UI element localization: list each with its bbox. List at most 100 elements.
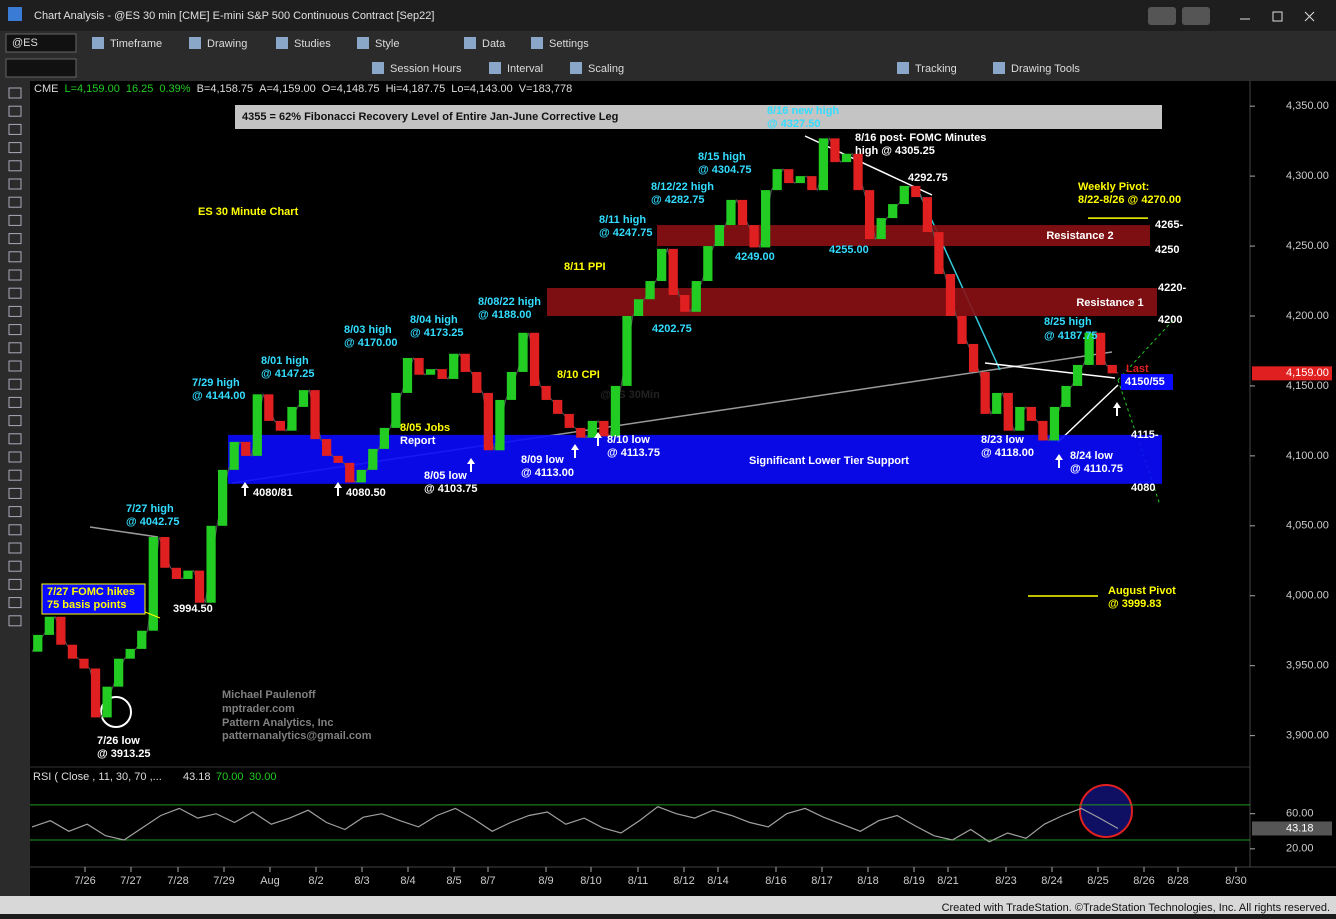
- annotation: @ 4147.25: [261, 368, 315, 380]
- drawing-tool[interactable]: [8, 487, 22, 499]
- drawing-tool[interactable]: [8, 233, 22, 245]
- drawing-tool[interactable]: [8, 433, 22, 445]
- status-item: B=4,158.75: [197, 83, 254, 95]
- candle: [564, 413, 574, 428]
- candle: [414, 357, 424, 375]
- rsi-tick-label: 60.00: [1286, 808, 1314, 820]
- drawing-tool[interactable]: [8, 196, 22, 208]
- drawing-tool[interactable]: [8, 160, 22, 172]
- close-button[interactable]: [1304, 11, 1315, 22]
- annotation: 4080.50: [346, 487, 386, 499]
- toolbar-button[interactable]: Data: [482, 38, 506, 50]
- drawing-tool[interactable]: [8, 324, 22, 336]
- toolbar-button[interactable]: Tracking: [915, 63, 957, 75]
- x-tick-label: 8/19: [903, 875, 924, 887]
- drawing-tool[interactable]: [8, 105, 22, 117]
- drawing-tool[interactable]: [8, 378, 22, 390]
- candle: [599, 420, 609, 437]
- last-price-label: 4,159.00: [1286, 367, 1329, 379]
- drawing-tool[interactable]: [8, 214, 22, 226]
- y-tick-label: 4,050.00: [1286, 520, 1329, 532]
- drawing-tool[interactable]: [8, 269, 22, 281]
- arrow: [241, 482, 249, 496]
- toolbar-icon[interactable]: [464, 37, 476, 49]
- drawing-tool[interactable]: [8, 87, 22, 99]
- zone-high-label: 4265-: [1155, 219, 1183, 231]
- link-button[interactable]: [1148, 7, 1176, 25]
- candle: [44, 616, 54, 635]
- x-tick-label: 8/11: [628, 875, 649, 887]
- drawing-tool[interactable]: [8, 178, 22, 190]
- toolbar-button[interactable]: Scaling: [588, 63, 624, 75]
- toolbar-icon[interactable]: [489, 62, 501, 74]
- x-tick-label: 7/28: [167, 875, 188, 887]
- toolbar-icon[interactable]: [189, 37, 201, 49]
- drawing-tool[interactable]: [8, 251, 22, 263]
- drawing-tool[interactable]: [8, 396, 22, 408]
- toolbar-button[interactable]: Settings: [549, 38, 589, 50]
- candle: [495, 399, 505, 451]
- drawing-tool[interactable]: [8, 469, 22, 481]
- annotation: 8/24 low: [1070, 450, 1113, 462]
- toolbar-icon[interactable]: [993, 62, 1005, 74]
- annotation: @ 4188.00: [478, 309, 532, 321]
- toolbar-icon[interactable]: [570, 62, 582, 74]
- x-tick-label: 8/30: [1225, 875, 1246, 887]
- candle: [368, 448, 378, 470]
- drawing-tool[interactable]: [8, 415, 22, 427]
- drawing-tool[interactable]: [8, 142, 22, 154]
- drawing-tool[interactable]: [8, 342, 22, 354]
- candle: [980, 371, 990, 414]
- drawing-tool[interactable]: [8, 287, 22, 299]
- pivot-label: 8/22-8/26 @ 4270.00: [1078, 194, 1181, 206]
- symbol-box[interactable]: [5, 33, 77, 53]
- candle: [333, 455, 343, 463]
- drawing-tool[interactable]: [8, 615, 22, 627]
- drawing-tool[interactable]: [8, 123, 22, 135]
- toolbar-button[interactable]: Drawing: [207, 38, 247, 50]
- status-item: 16.25: [126, 83, 154, 95]
- status-item: 0.39%: [159, 83, 190, 95]
- grid-button[interactable]: [1182, 7, 1210, 25]
- trendline: [89, 526, 159, 538]
- annotation: 8/23 low: [981, 434, 1024, 446]
- toolbar-icon[interactable]: [372, 62, 384, 74]
- toolbar-button[interactable]: Studies: [294, 38, 331, 50]
- toolbar-button[interactable]: Interval: [507, 63, 543, 75]
- zone: [657, 225, 1150, 247]
- maximize-button[interactable]: [1272, 11, 1283, 22]
- candle: [1107, 364, 1117, 374]
- candle: [114, 658, 124, 687]
- annotation: Last: [1126, 363, 1149, 375]
- candle: [957, 315, 967, 344]
- drawing-tool[interactable]: [8, 560, 22, 572]
- drawing-tool[interactable]: [8, 305, 22, 317]
- annotation: patternanalytics@gmail.com: [222, 730, 372, 742]
- drawing-tool[interactable]: [8, 506, 22, 518]
- candle: [379, 427, 389, 449]
- drawing-tool[interactable]: [8, 597, 22, 609]
- drawing-tool[interactable]: [8, 451, 22, 463]
- toolbar-icon[interactable]: [357, 37, 369, 49]
- toolbar-icon[interactable]: [531, 37, 543, 49]
- toolbar-icon[interactable]: [92, 37, 104, 49]
- last-price-box: [1252, 366, 1332, 381]
- annotation: @ 4173.25: [410, 327, 464, 339]
- toolbar-icon[interactable]: [897, 62, 909, 74]
- toolbar-button[interactable]: Timeframe: [110, 38, 162, 50]
- rsi-overbought-label: 70.00: [216, 771, 244, 783]
- drawing-tool[interactable]: [8, 360, 22, 372]
- drawing-tool[interactable]: [8, 524, 22, 536]
- toolbar-button[interactable]: Drawing Tools: [1011, 63, 1080, 75]
- toolbar-icon[interactable]: [276, 37, 288, 49]
- y-tick-label: 4,000.00: [1286, 590, 1329, 602]
- drawing-tool[interactable]: [8, 578, 22, 590]
- interval-box[interactable]: [5, 58, 77, 78]
- drawing-tool[interactable]: [8, 542, 22, 554]
- candle: [218, 469, 228, 526]
- toolbar-button[interactable]: Session Hours: [390, 63, 462, 75]
- toolbar-button[interactable]: Style: [375, 38, 399, 50]
- x-tick-label: 8/2: [308, 875, 323, 887]
- zone-high-label: 4220-: [1158, 282, 1186, 294]
- candle: [137, 630, 147, 649]
